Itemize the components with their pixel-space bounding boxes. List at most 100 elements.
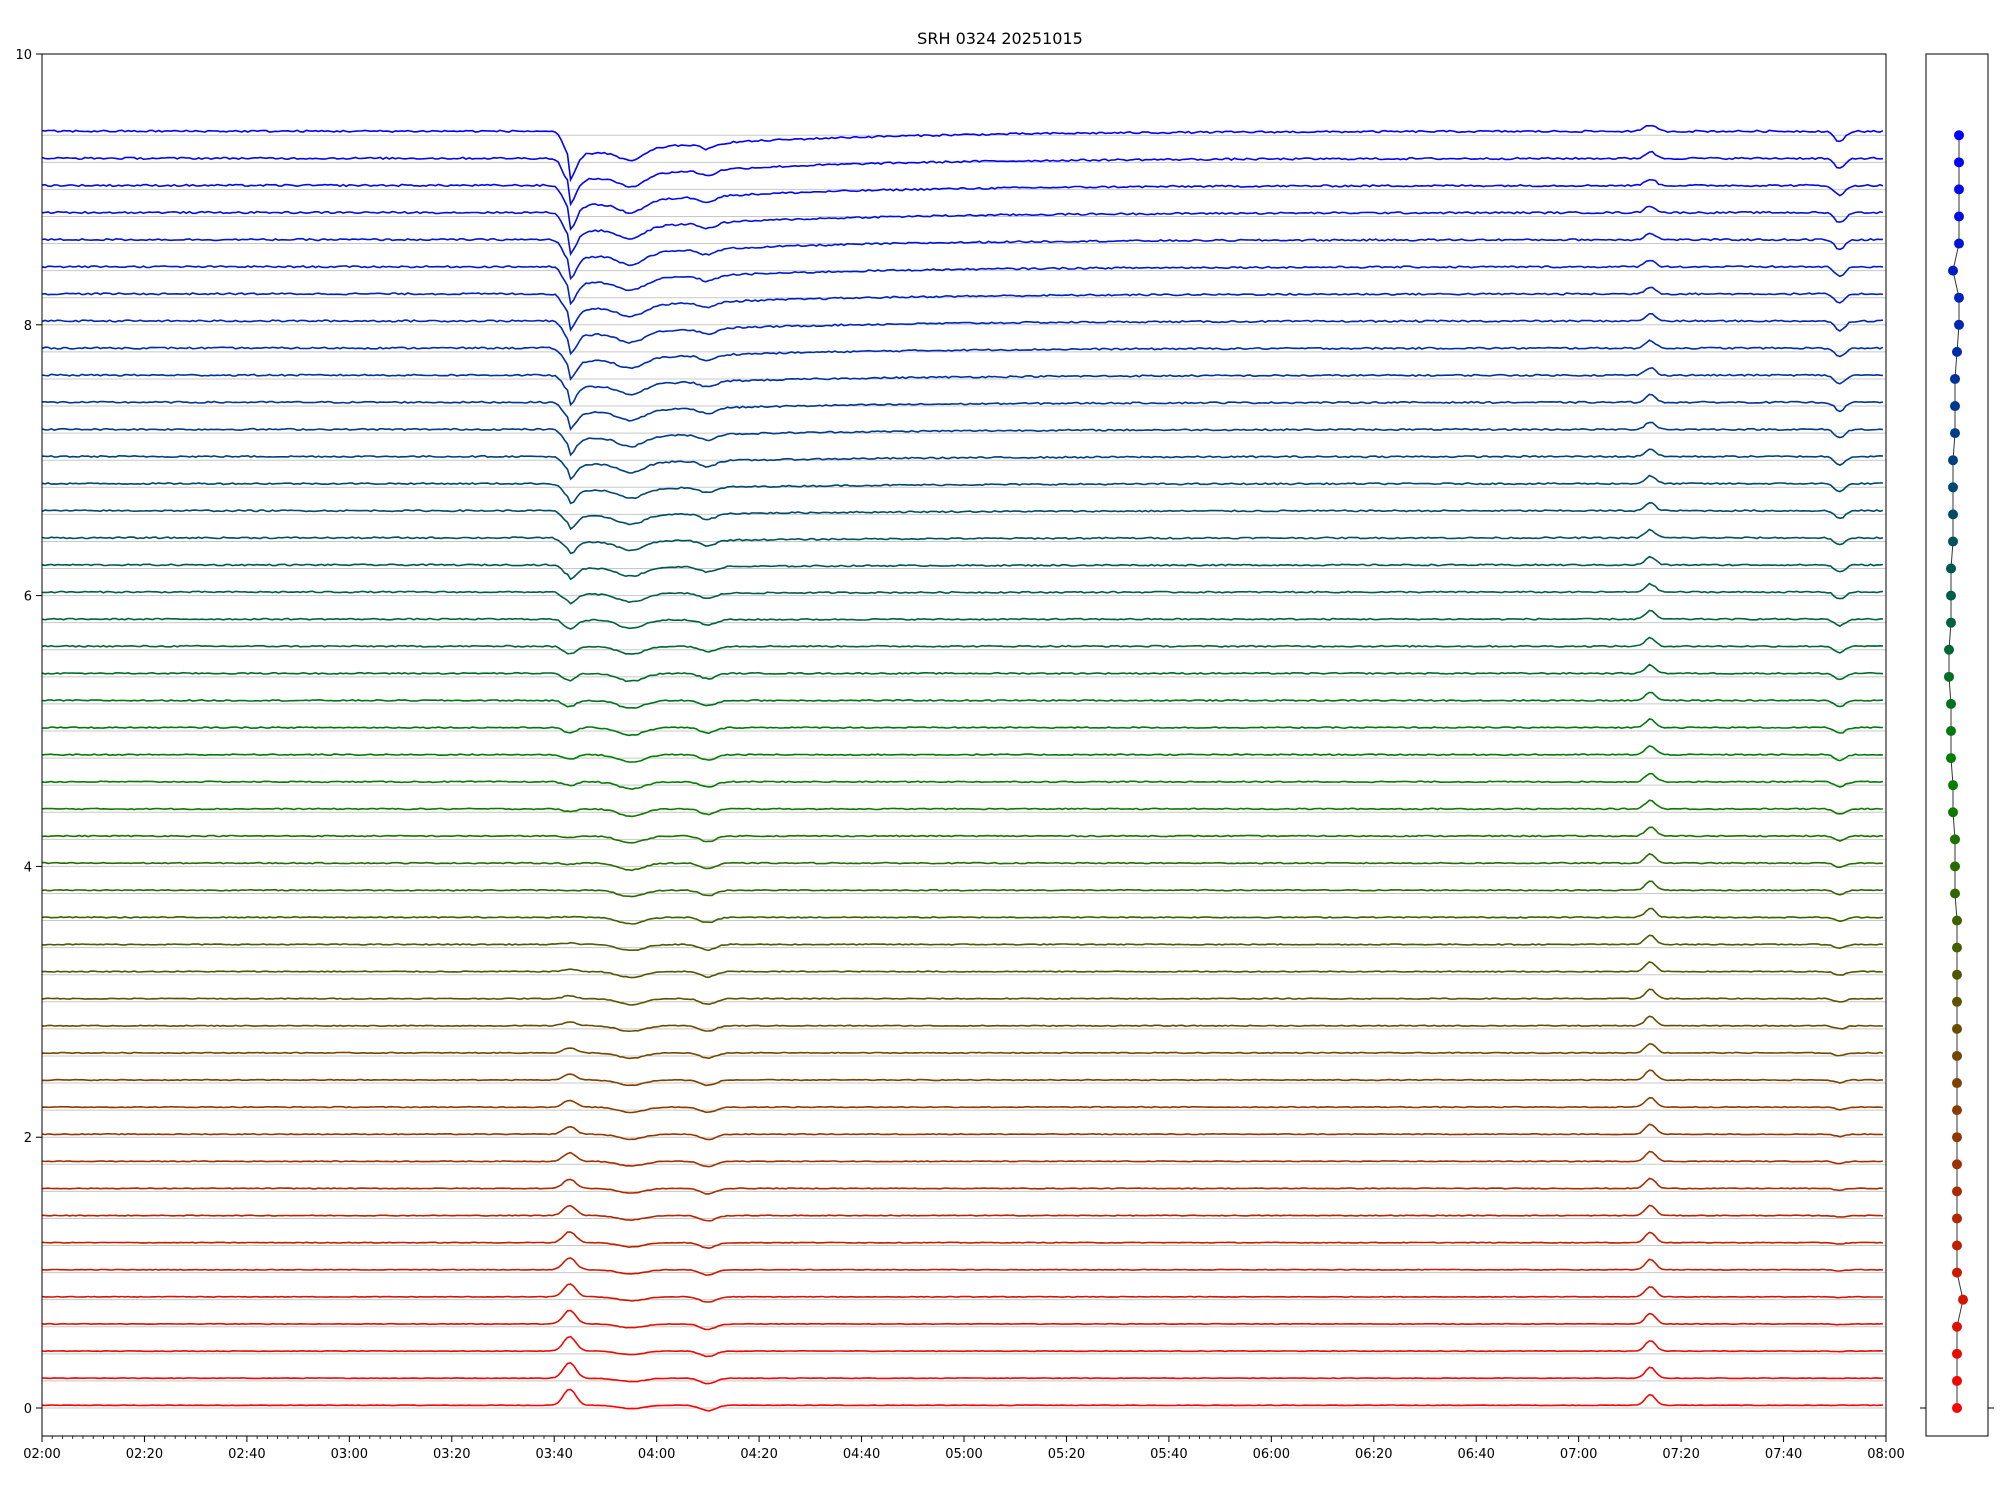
trace-line — [41, 988, 1884, 1006]
side-panel-point — [1952, 1348, 1962, 1359]
trace-line — [41, 1283, 1883, 1303]
side-panel-point — [1950, 834, 1960, 845]
trace-line — [41, 1123, 1883, 1141]
x-tick-label: 06:00 — [1253, 1447, 1290, 1462]
trace-line — [41, 1015, 1883, 1033]
x-tick-label: 05:20 — [1048, 1447, 1085, 1462]
y-tick-label: 6 — [24, 590, 32, 605]
x-tick-label: 05:00 — [945, 1447, 982, 1462]
trace-line — [41, 339, 1884, 381]
side-panel-point — [1946, 726, 1956, 736]
trace-line — [41, 178, 1884, 231]
side-panel-point — [1948, 482, 1958, 493]
trace-line — [41, 663, 1883, 683]
trace-line — [41, 717, 1883, 737]
side-panel-point — [1948, 536, 1958, 547]
trace-line — [41, 691, 1883, 709]
trace-line — [41, 1042, 1884, 1060]
x-tick-label: 08:00 — [1867, 1447, 1904, 1462]
trace-line — [41, 1177, 1883, 1195]
side-panel-point — [1948, 455, 1958, 466]
trace-line — [41, 636, 1883, 655]
trace-line — [41, 124, 1884, 183]
trace-line — [41, 1069, 1883, 1087]
trace-line — [41, 960, 1883, 979]
side-panel-point — [1950, 861, 1960, 872]
x-tick-label: 06:20 — [1355, 1447, 1392, 1462]
y-tick-label: 2 — [24, 1131, 32, 1146]
trace-line — [42, 582, 1884, 605]
trace-line — [41, 528, 1884, 555]
side-panel-point — [1952, 1375, 1962, 1386]
side-panel-point — [1952, 1321, 1962, 1332]
side-panel-point — [1944, 644, 1954, 655]
y-tick-label: 10 — [15, 48, 32, 63]
x-tick-label: 04:20 — [740, 1447, 777, 1462]
side-panel-point — [1952, 1132, 1962, 1143]
trace-line — [41, 1388, 1883, 1412]
side-panel-point — [1946, 753, 1956, 764]
side-panel-point — [1952, 942, 1962, 953]
x-axis: 02:00 02:20 02:40 03:00 03:20 03:40 04:00 04:20… — [23, 1436, 1905, 1462]
side-panel-point — [1950, 888, 1960, 899]
trace-line — [41, 150, 1883, 207]
trace-line — [41, 1096, 1883, 1114]
side-panel-point — [1952, 346, 1962, 357]
side-panel-point — [1948, 509, 1958, 520]
side-panel-point — [1952, 1186, 1962, 1197]
trace-line — [41, 609, 1883, 630]
y-tick-label: 8 — [24, 319, 32, 334]
side-panel-point — [1944, 671, 1954, 682]
side-panel — [1920, 130, 1994, 1413]
trace-line — [42, 934, 1883, 952]
x-tick-label: 03:20 — [433, 1447, 470, 1462]
trace-line — [41, 907, 1884, 925]
trace-line — [41, 826, 1884, 844]
trace-line — [41, 1204, 1883, 1222]
x-tick-label: 03:00 — [331, 1447, 368, 1462]
side-panel-point — [1954, 238, 1964, 249]
trace-line — [41, 745, 1883, 763]
side-panel-point — [1954, 319, 1964, 330]
x-tick-label: 06:40 — [1457, 1447, 1494, 1462]
side-panel-point — [1952, 1078, 1962, 1089]
trace-line — [41, 1362, 1883, 1385]
side-panel-point — [1946, 698, 1956, 709]
side-panel-point — [1948, 265, 1958, 276]
trace-layer — [41, 124, 1884, 1412]
side-panel-point — [1950, 428, 1960, 439]
side-panel-point — [1952, 1159, 1962, 1170]
trace-line — [41, 772, 1884, 791]
x-tick-label: 02:20 — [126, 1447, 163, 1462]
side-panel-point — [1954, 157, 1964, 168]
side-panel-point — [1952, 1023, 1962, 1034]
trace-line — [41, 259, 1884, 306]
side-panel-frame — [1925, 53, 1989, 1437]
trace-line — [41, 880, 1883, 898]
trace-line — [41, 1309, 1883, 1331]
plot-frame — [41, 53, 1887, 1437]
side-panel-point — [1950, 373, 1960, 384]
trace-line — [41, 421, 1883, 457]
trace-line — [41, 205, 1884, 257]
side-panel-point — [1952, 1213, 1962, 1224]
side-panel-point — [1954, 184, 1964, 195]
trace-line — [41, 799, 1883, 818]
side-panel-point — [1954, 292, 1964, 303]
x-tick-label: 04:40 — [843, 1447, 880, 1462]
trace-line — [41, 448, 1883, 481]
y-tick-label: 0 — [24, 1402, 32, 1417]
y-axis: 0 2 4 6 8 10 — [15, 48, 42, 1417]
side-panel-point — [1946, 563, 1956, 574]
trace-line — [41, 1335, 1883, 1358]
side-panel-point — [1952, 915, 1962, 926]
trace-line — [41, 1231, 1884, 1250]
side-panel-point — [1952, 1403, 1962, 1413]
side-panel-point — [1946, 617, 1956, 628]
x-tick-label: 04:00 — [638, 1447, 675, 1462]
trace-line — [41, 555, 1884, 581]
side-panel-point — [1948, 807, 1958, 818]
side-panel-point — [1948, 780, 1958, 791]
x-tick-label: 03:40 — [535, 1447, 572, 1462]
